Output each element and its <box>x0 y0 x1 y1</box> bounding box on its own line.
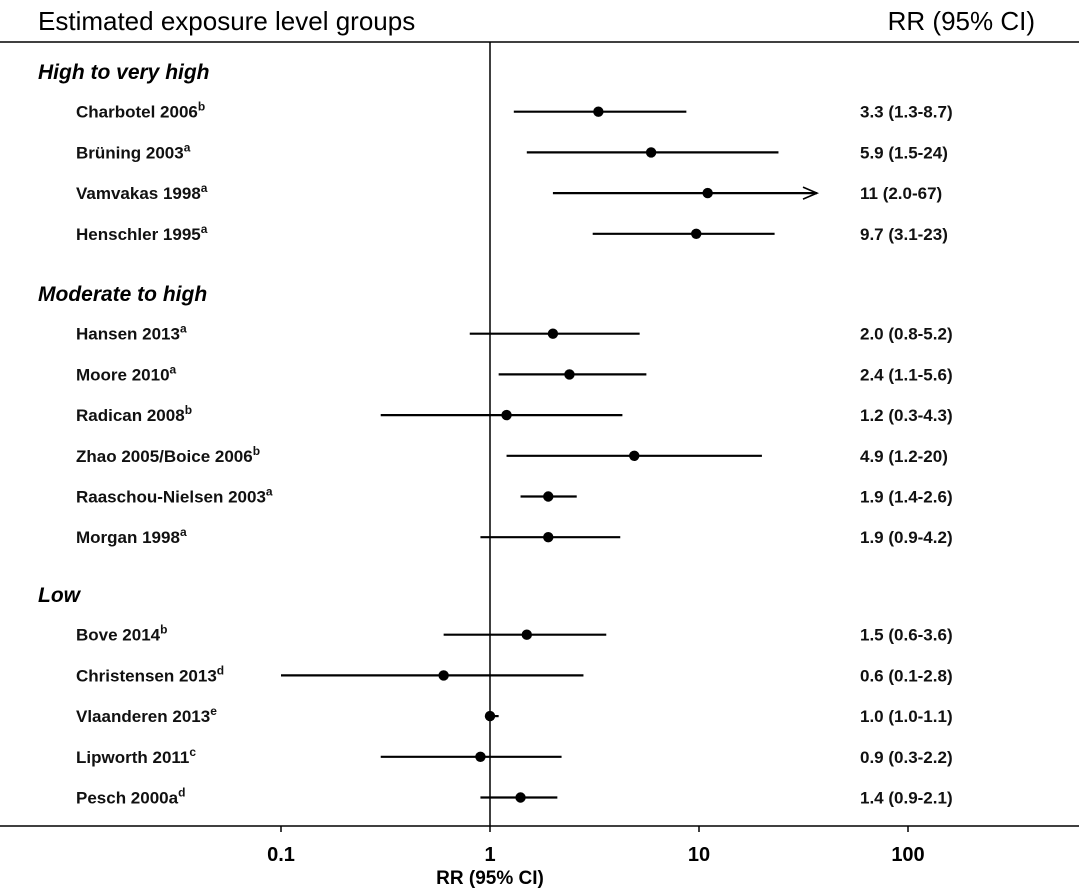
group-title: Low <box>38 584 82 607</box>
header-right: RR (95% CI) <box>888 6 1035 36</box>
point-estimate <box>691 228 702 239</box>
point-estimate <box>543 532 554 543</box>
point-estimate <box>515 792 526 803</box>
x-tick-label: 10 <box>688 844 710 866</box>
point-estimate <box>547 328 559 339</box>
x-axis-ticks: 0.1 1 10 100 <box>267 826 925 866</box>
rr-value: 2.4 (1.1-5.6) <box>860 365 953 384</box>
study-label: Hansen 2013a <box>76 322 187 344</box>
rr-value: 1.0 (1.0-1.1) <box>860 707 953 726</box>
point-estimate <box>645 147 657 158</box>
study-label: Henschler 1995a <box>76 222 208 244</box>
study-label: Zhao 2005/Boice 2006b <box>76 444 260 466</box>
point-estimate <box>593 106 604 117</box>
group-title: High to very high <box>38 61 210 84</box>
point-estimate <box>484 710 496 722</box>
x-tick-label: 100 <box>891 844 924 866</box>
rr-value: 1.9 (1.4-2.6) <box>860 488 953 507</box>
header-left: Estimated exposure level groups <box>38 6 415 36</box>
study-label: Morgan 1998a <box>76 525 187 547</box>
point-estimate <box>438 670 449 681</box>
study-label: Pesch 2000ad <box>76 786 185 808</box>
point-estimate <box>475 751 486 762</box>
rr-value: 9.7 (3.1-23) <box>860 225 948 244</box>
rr-value: 1.9 (0.9-4.2) <box>860 528 953 547</box>
point-estimate <box>629 450 640 461</box>
ci-arrow <box>802 186 820 200</box>
rr-value: 1.4 (0.9-2.1) <box>860 789 953 808</box>
study-label: Brüning 2003a <box>76 140 191 162</box>
x-axis-title: RR (95% CI) <box>436 868 544 889</box>
study-label: Raaschou-Nielsen 2003a <box>76 485 273 507</box>
study-rows: High to very high Charbotel 2006b 3.3 (1.3… <box>38 61 953 808</box>
rr-value: 4.9 (1.2-20) <box>860 447 948 466</box>
x-tick-label: 1 <box>484 844 495 866</box>
study-label: Vlaanderen 2013e <box>76 704 217 726</box>
study-label: Christensen 2013d <box>76 663 224 685</box>
study-label: Moore 2010a <box>76 362 177 384</box>
study-label: Charbotel 2006b <box>76 100 205 122</box>
rr-value: 1.5 (0.6-3.6) <box>860 626 953 645</box>
point-estimate <box>543 491 554 502</box>
x-tick-label: 0.1 <box>267 844 295 866</box>
rr-value: 3.3 (1.3-8.7) <box>860 103 953 122</box>
point-estimate <box>501 409 512 421</box>
study-label: Lipworth 2011c <box>76 745 196 767</box>
point-estimate <box>702 187 713 199</box>
point-estimate <box>564 369 575 380</box>
rr-value: 5.9 (1.5-24) <box>860 143 948 162</box>
rr-value: 11 (2.0-67) <box>860 184 942 203</box>
study-label: Bove 2014b <box>76 623 167 645</box>
group-title: Moderate to high <box>38 283 207 306</box>
study-label: Vamvakas 1998a <box>76 181 208 203</box>
study-label: Radican 2008b <box>76 403 192 425</box>
point-estimate <box>521 629 533 640</box>
rr-value: 0.9 (0.3-2.2) <box>860 748 953 767</box>
rr-value: 1.2 (0.3-4.3) <box>860 406 953 425</box>
rr-value: 0.6 (0.1-2.8) <box>860 666 953 685</box>
rr-value: 2.0 (0.8-5.2) <box>860 325 953 344</box>
